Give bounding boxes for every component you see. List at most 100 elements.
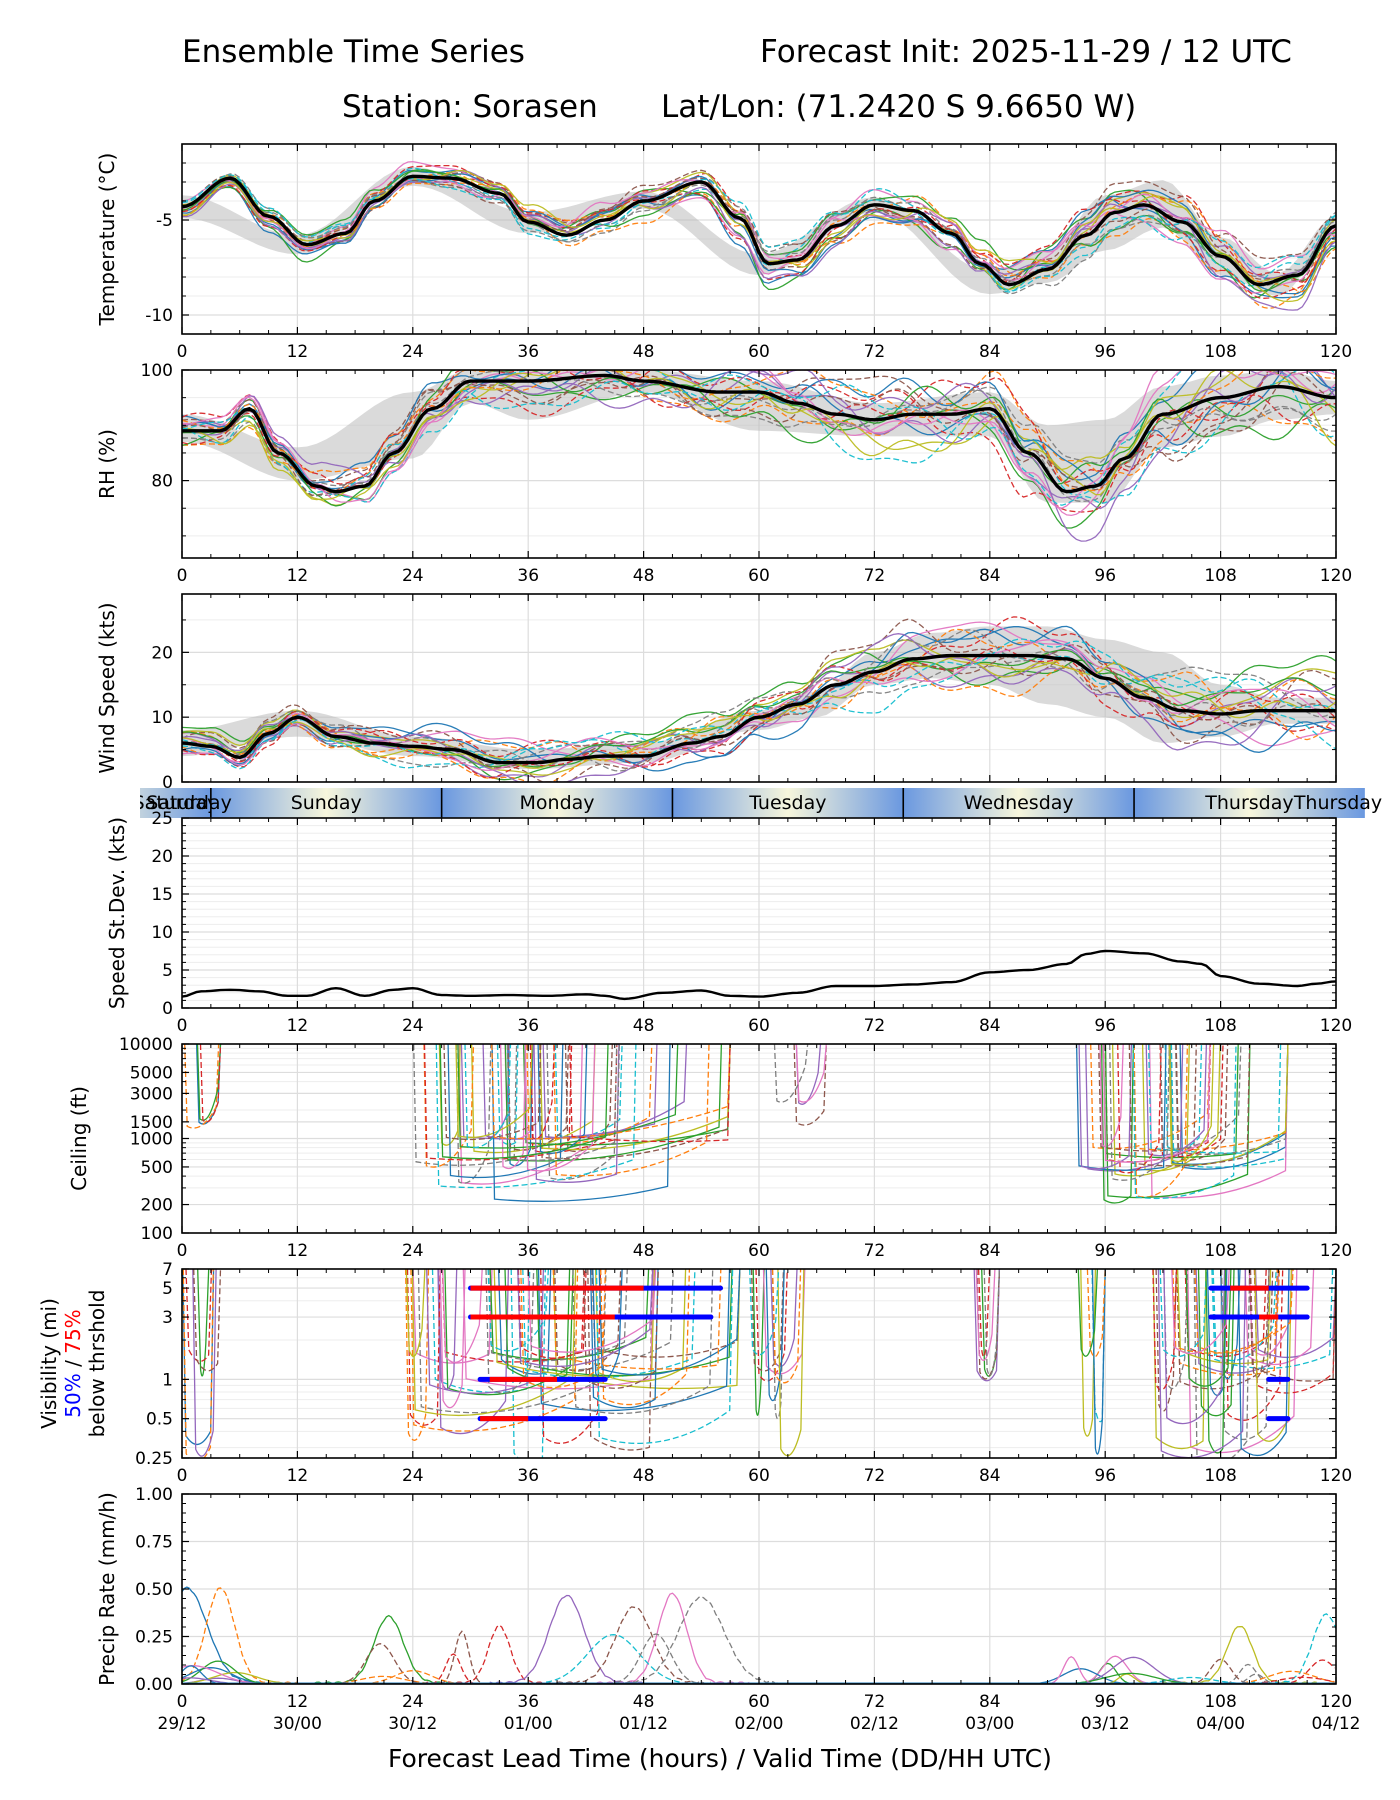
x-tick-label: 60: [748, 1016, 770, 1036]
x-tick-label: 36: [517, 1016, 539, 1036]
ceiling-member-31: [537, 1044, 588, 1154]
visibility-member-61: [765, 1269, 785, 1402]
precip-member-16: [394, 1630, 530, 1684]
relative_humidity-ensemble-mean: [182, 373, 1336, 494]
x-tick-label: 36: [517, 1466, 539, 1486]
ceiling-member-43: [439, 1044, 609, 1160]
x-tick-label: 48: [633, 1466, 655, 1486]
speed_stdev-ylabel: Speed St.Dev. (kts): [105, 817, 129, 1009]
vis-50-label: 50%: [61, 1373, 85, 1417]
visibility-member-3: [197, 1269, 210, 1377]
x-tick-valid-label: 30/12: [388, 1714, 437, 1734]
visibility-member-12: [404, 1269, 430, 1441]
temperature-member-15: [182, 169, 1336, 311]
visibility-member-40: [487, 1269, 550, 1352]
day-label-first: Saturday: [146, 792, 232, 814]
visibility-member-45: [517, 1269, 654, 1368]
ceiling-member-22: [423, 1044, 475, 1168]
ceiling-member-30: [435, 1044, 637, 1189]
visibility-member-105: [1157, 1269, 1247, 1458]
speed-stdev-line: [182, 949, 1336, 1001]
x-tick-label: 60: [748, 1466, 770, 1486]
precip-member-13: [1040, 1662, 1176, 1684]
x-tick-label: 36: [517, 1692, 539, 1712]
x-tick-label: 12: [287, 1692, 309, 1712]
y-tick-label: 20: [151, 847, 173, 867]
temperature-member-16: [182, 175, 1336, 282]
x-tick-valid-label: 02/00: [735, 1714, 784, 1734]
visibility-member-68: [983, 1269, 1001, 1376]
x-tick-label: 120: [1320, 342, 1352, 362]
visibility-member-4: [185, 1269, 213, 1362]
precip-member-peak-9: [1162, 1625, 1317, 1684]
ceiling-member-16: [539, 1044, 731, 1160]
precip-member-28: [588, 1633, 724, 1684]
ceiling-member-75: [1078, 1044, 1133, 1170]
x-tick-label: 0: [177, 1241, 188, 1261]
visibility-member-25: [437, 1269, 458, 1390]
ceiling-member-74: [1117, 1044, 1162, 1174]
x-tick-label: 108: [1204, 1692, 1236, 1712]
day-segment: [672, 788, 904, 818]
visibility-member-51: [592, 1269, 623, 1381]
ceiling-member-35: [533, 1044, 620, 1183]
x-tick-label: 0: [177, 342, 188, 362]
visibility-member-32: [410, 1269, 579, 1432]
ceiling-member-55: [1085, 1044, 1184, 1172]
temperature-axes: 0 12 24 36 48 60 72 84 96 108 120 -10 -5 Temperature …: [95, 143, 1352, 362]
x-tick-label: 0: [177, 1692, 188, 1712]
visibility-member-52: [520, 1269, 607, 1389]
x-tick-label: 24: [402, 1241, 424, 1261]
visibility-member-72: [1086, 1269, 1106, 1358]
visibility-ylabel-below: below thrshold: [85, 1290, 109, 1438]
y-tick-label: 100: [141, 1224, 173, 1244]
precip-member-34: [1235, 1676, 1334, 1684]
visibility-member-64: [977, 1269, 991, 1358]
ceiling-member-19: [470, 1044, 596, 1154]
panel-relative_humidity: 0 12 24 36 48 60 72 84 96 108 120 80 100 RH (%): [95, 361, 1352, 586]
ceiling-member-73: [1104, 1044, 1251, 1199]
y-tick-label: 0.00: [135, 1675, 173, 1695]
visibility-member-83: [1197, 1269, 1235, 1417]
y-tick-label: 1000: [130, 1130, 173, 1150]
y-tick-label: 3: [162, 1308, 173, 1328]
x-tick-label: 24: [402, 1016, 424, 1036]
y-tick-label: 15: [151, 885, 173, 905]
ceiling-member-63: [1100, 1044, 1134, 1204]
precip-member-peak-6: [556, 1606, 712, 1684]
x-tick-label: 108: [1204, 1016, 1236, 1036]
visibility-member-42: [552, 1269, 722, 1370]
x-tick-label: 120: [1320, 566, 1352, 586]
precip-member-14: [1255, 1659, 1335, 1684]
x-tick-label: 48: [633, 1241, 655, 1261]
visibility-member-101: [1237, 1269, 1290, 1457]
x-tick-label: 0: [177, 566, 188, 586]
visibility-member-107: [1171, 1269, 1230, 1355]
day-label: Sunday: [291, 792, 362, 814]
ceiling-member-48: [773, 1044, 809, 1103]
visibility-member-22: [600, 1269, 691, 1406]
visibility-member-2: [182, 1269, 214, 1458]
ceiling-member-7: [458, 1044, 583, 1185]
x-tick-label: 84: [979, 1466, 1001, 1486]
x-tick-valid-label: 30/00: [273, 1714, 322, 1734]
x-tick-label: 96: [1094, 1466, 1116, 1486]
visibility-member-21: [537, 1269, 731, 1412]
ceiling-member-68: [1159, 1044, 1242, 1150]
x-tick-label: 36: [517, 342, 539, 362]
panel-precip_rate: 0 12 24 36 48 60 72 84 96 108 120 0.00 0.25 0.50 0.75 1…: [95, 1485, 1361, 1734]
day-segment: [210, 788, 442, 818]
x-tick-label: 72: [864, 1466, 886, 1486]
ceiling-member-70: [1147, 1044, 1282, 1154]
visibility-ylabel-pct: 50% / 75%: [61, 1309, 85, 1417]
visibility-member-94: [1253, 1269, 1336, 1394]
day-segment: [441, 788, 673, 818]
ceiling-member-41: [491, 1044, 671, 1202]
x-tick-label: 120: [1320, 1241, 1352, 1261]
ceiling-member-12: [526, 1044, 653, 1146]
y-tick-label: 1500: [130, 1113, 173, 1133]
x-tick-label: 72: [864, 566, 886, 586]
relative_humidity-member-20: [182, 370, 1336, 506]
ceiling-member-52: [1090, 1044, 1211, 1150]
